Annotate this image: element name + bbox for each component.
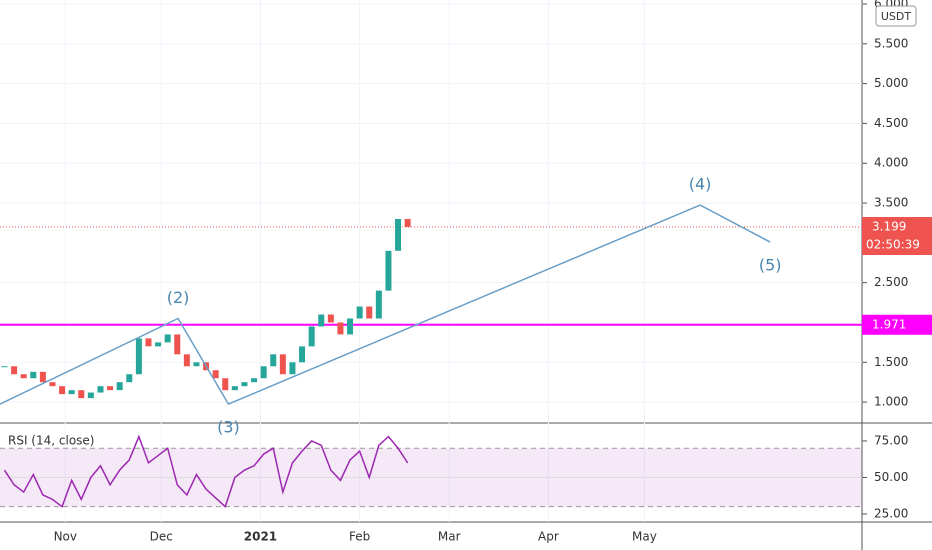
support-tag: [862, 314, 932, 335]
wave-line: [0, 204, 771, 406]
candle: [318, 314, 325, 327]
support-label: 1.971: [872, 317, 906, 331]
candle: [116, 382, 123, 391]
candle: [337, 322, 344, 335]
candle: [366, 306, 373, 319]
candle: [241, 382, 248, 387]
candle: [385, 250, 392, 291]
candle: [289, 362, 296, 375]
x-tick-label: Mar: [438, 530, 461, 544]
candle: [135, 338, 142, 375]
y-tick-label: 4.500: [874, 116, 908, 130]
candle: [78, 390, 85, 399]
rsi-title: RSI (14, close): [8, 434, 94, 448]
countdown: 02:50:39: [866, 238, 920, 252]
candle: [327, 314, 334, 323]
y-tick-label: 5.000: [874, 76, 908, 90]
candle: [87, 392, 94, 399]
candle: [107, 386, 114, 391]
x-tick-label: Nov: [54, 530, 77, 544]
x-tick-label: Apr: [538, 530, 559, 544]
x-tick-label: May: [632, 530, 657, 544]
rsi-tick-label: 50.00: [874, 470, 908, 484]
candle: [126, 374, 133, 383]
candle: [20, 374, 27, 379]
y-tick-label: 3.500: [874, 196, 908, 210]
candle: [308, 326, 315, 347]
y-tick-label: 4.000: [874, 156, 908, 170]
x-tick-label: Feb: [349, 530, 370, 544]
candle: [375, 290, 382, 319]
y-tick-label: 1.000: [874, 395, 908, 409]
candle: [97, 386, 104, 393]
candle: [279, 354, 286, 375]
rsi-line: [3, 434, 409, 509]
candle: [1, 366, 8, 368]
wave-label: (5): [759, 256, 782, 275]
candle: [270, 354, 277, 367]
candle: [183, 354, 190, 367]
candle: [145, 338, 152, 347]
wave-label: (4): [689, 175, 712, 194]
candle: [299, 346, 306, 363]
candle: [395, 218, 402, 251]
currency: USDT: [881, 10, 912, 23]
candle: [193, 362, 200, 367]
y-tick-label: 1.500: [874, 355, 908, 369]
candle: [356, 306, 363, 319]
candle: [260, 366, 267, 379]
currency-box[interactable]: [875, 5, 917, 27]
candle: [174, 334, 181, 355]
last-price-label: 3.199: [872, 220, 906, 234]
candle: [404, 218, 411, 227]
candle: [347, 318, 354, 335]
candle: [30, 371, 37, 379]
candle: [59, 386, 66, 395]
candle: [164, 334, 171, 343]
y-tick-label: 5.500: [874, 36, 908, 50]
y-tick-label: 6.000: [874, 0, 908, 10]
wave-label: (3): [217, 418, 240, 437]
x-tick-label: 2021: [244, 530, 277, 544]
candle: [39, 371, 46, 383]
candle: [212, 370, 219, 379]
rsi-tick-label: 25.00: [874, 506, 908, 520]
candle: [155, 342, 162, 347]
candle: [222, 378, 229, 391]
wave-label: (2): [167, 288, 190, 307]
y-tick-label: 2.500: [874, 275, 908, 289]
candle: [68, 390, 75, 395]
last-price-tag: [862, 217, 932, 256]
candle: [231, 386, 238, 391]
candle: [251, 378, 258, 383]
rsi-tick-label: 75.00: [874, 433, 908, 447]
x-tick-label: Dec: [150, 530, 173, 544]
candle: [11, 366, 18, 375]
candle: [49, 382, 56, 387]
